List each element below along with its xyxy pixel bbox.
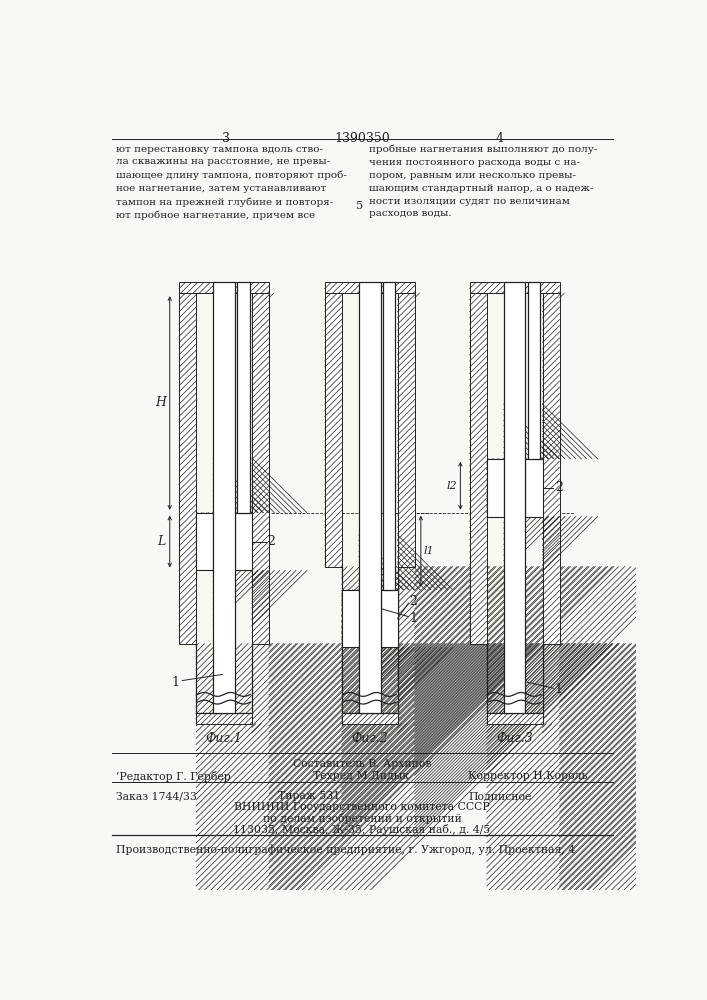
Bar <box>397 293 414 567</box>
Bar <box>486 459 504 517</box>
Bar <box>528 282 540 459</box>
Bar <box>525 459 542 517</box>
Text: 5: 5 <box>356 201 363 211</box>
Text: по делам изобретений и открытий: по делам изобретений и открытий <box>262 813 462 824</box>
Bar <box>542 293 559 644</box>
Text: пробные нагнетания выполняют до полу-
чения постоянного расхода воды с на-
пором: пробные нагнетания выполняют до полу- че… <box>369 145 597 218</box>
Text: Фиг.2: Фиг.2 <box>351 732 388 745</box>
Text: Заказ 1744/33: Заказ 1744/33 <box>115 791 197 801</box>
Text: 4: 4 <box>495 132 503 145</box>
Text: 3: 3 <box>221 132 230 145</box>
Bar <box>504 282 525 713</box>
Bar <box>179 282 269 293</box>
Text: Техред М.Дидык: Техред М.Дидык <box>313 771 409 781</box>
Text: Фиг.3: Фиг.3 <box>496 732 533 745</box>
Text: Составитель В. Архипов: Составитель В. Архипов <box>293 759 431 769</box>
Bar <box>213 282 235 713</box>
Text: ’Редактор Г. Гербер: ’Редактор Г. Гербер <box>115 771 230 782</box>
Text: 2: 2 <box>555 481 563 494</box>
Text: Н: Н <box>155 396 166 409</box>
Text: L: L <box>158 535 166 548</box>
Text: 1: 1 <box>555 683 563 696</box>
Text: 113035, Москва, Ж-35, Раушская наб., д. 4/5: 113035, Москва, Ж-35, Раушская наб., д. … <box>233 824 491 835</box>
Text: Корректор Н.Король: Корректор Н.Король <box>468 771 588 781</box>
Text: l1: l1 <box>424 546 435 556</box>
Bar <box>486 713 542 724</box>
Text: 2: 2 <box>267 535 275 548</box>
Text: Тираж 531: Тираж 531 <box>278 791 340 801</box>
Text: 1: 1 <box>171 676 179 689</box>
Text: Производственно-полиграфическое предприятие, г. Ужгород, ул. Проектная, 4: Производственно-полиграфическое предприя… <box>115 844 575 855</box>
Bar <box>380 590 397 647</box>
Bar <box>196 713 252 724</box>
Text: ют перестановку тампона вдоль ство-
ла скважины на расстояние, не превы-
шающее : ют перестановку тампона вдоль ство- ла с… <box>115 145 346 220</box>
Bar <box>196 513 213 570</box>
Bar <box>341 590 359 647</box>
Bar <box>237 282 250 513</box>
Bar <box>469 282 559 293</box>
Text: Фиг.1: Фиг.1 <box>206 732 243 745</box>
Bar <box>341 713 397 724</box>
Bar <box>179 293 196 644</box>
Text: 2: 2 <box>409 595 417 608</box>
Text: 1: 1 <box>409 612 417 625</box>
Text: 1390350: 1390350 <box>334 132 390 145</box>
Bar <box>359 282 380 713</box>
Bar <box>235 513 252 570</box>
Text: Подписное: Подписное <box>468 791 532 801</box>
Bar <box>383 282 395 590</box>
Bar <box>252 293 269 644</box>
Bar <box>469 293 486 644</box>
Text: ВНИИПИ Государственного комитета СССР: ВНИИПИ Государственного комитета СССР <box>234 802 490 812</box>
Text: l2: l2 <box>447 481 457 491</box>
Bar <box>325 293 341 567</box>
Bar <box>325 282 414 293</box>
